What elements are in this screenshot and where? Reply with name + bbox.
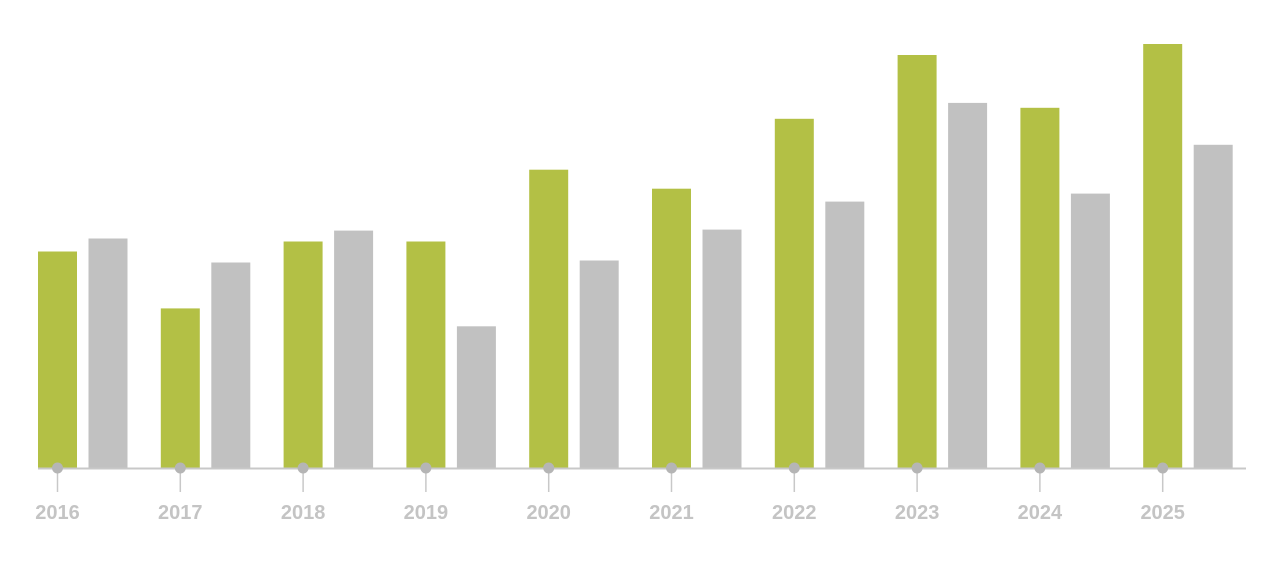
bar-2020-series-1 <box>529 169 569 468</box>
x-axis-ticks <box>52 462 1169 492</box>
bar-2017-series-1 <box>160 308 200 468</box>
bar-2025-series-1 <box>1143 44 1183 468</box>
tick-marker-2019 <box>420 462 432 474</box>
tick-label-2024: 2024 <box>1018 502 1063 524</box>
tick-label-2019: 2019 <box>404 502 449 524</box>
tick-label-2023: 2023 <box>895 502 940 524</box>
bar-2022-series-2 <box>825 201 865 468</box>
tick-marker-2018 <box>297 462 309 474</box>
bar-2024-series-2 <box>1070 193 1110 468</box>
tick-label-2017: 2017 <box>158 502 203 524</box>
tick-marker-2025 <box>1157 462 1169 474</box>
tick-marker-2017 <box>174 462 186 474</box>
bar-2016-series-1 <box>38 251 77 468</box>
bar-2017-series-2 <box>211 262 251 468</box>
bar-2022-series-1 <box>774 118 814 469</box>
bar-2024-series-1 <box>1020 107 1060 469</box>
x-axis-labels: 2016 2017 2018 2019 2020 2021 2022 2023 2024 2025 <box>35 502 1185 524</box>
bars-group <box>38 44 1233 469</box>
tick-marker-2016 <box>52 462 63 474</box>
tick-marker-2024 <box>1034 462 1046 474</box>
bar-2023-series-2 <box>948 102 988 469</box>
tick-label-2025: 2025 <box>1140 502 1185 524</box>
tick-label-2020: 2020 <box>526 502 571 524</box>
tick-label-2021: 2021 <box>649 502 694 524</box>
tick-marker-2022 <box>788 462 800 474</box>
bar-2023-series-1 <box>897 55 937 468</box>
tick-marker-2023 <box>911 462 923 474</box>
tick-label-2022: 2022 <box>772 502 817 524</box>
tick-marker-2021 <box>666 462 677 474</box>
tick-label-2018: 2018 <box>281 502 326 524</box>
bar-2019-series-1 <box>406 241 446 468</box>
bar-2021-series-2 <box>702 229 742 468</box>
tick-marker-2020 <box>543 462 555 474</box>
bar-2025-series-2 <box>1193 144 1233 469</box>
bar-2018-series-1 <box>283 241 323 468</box>
bar-2020-series-2 <box>579 260 619 468</box>
bar-2019-series-2 <box>456 326 496 468</box>
bar-2018-series-2 <box>334 230 374 468</box>
bar-2021-series-1 <box>652 188 691 468</box>
tick-label-2016: 2016 <box>35 502 80 524</box>
bar-2016-series-2 <box>88 238 128 468</box>
